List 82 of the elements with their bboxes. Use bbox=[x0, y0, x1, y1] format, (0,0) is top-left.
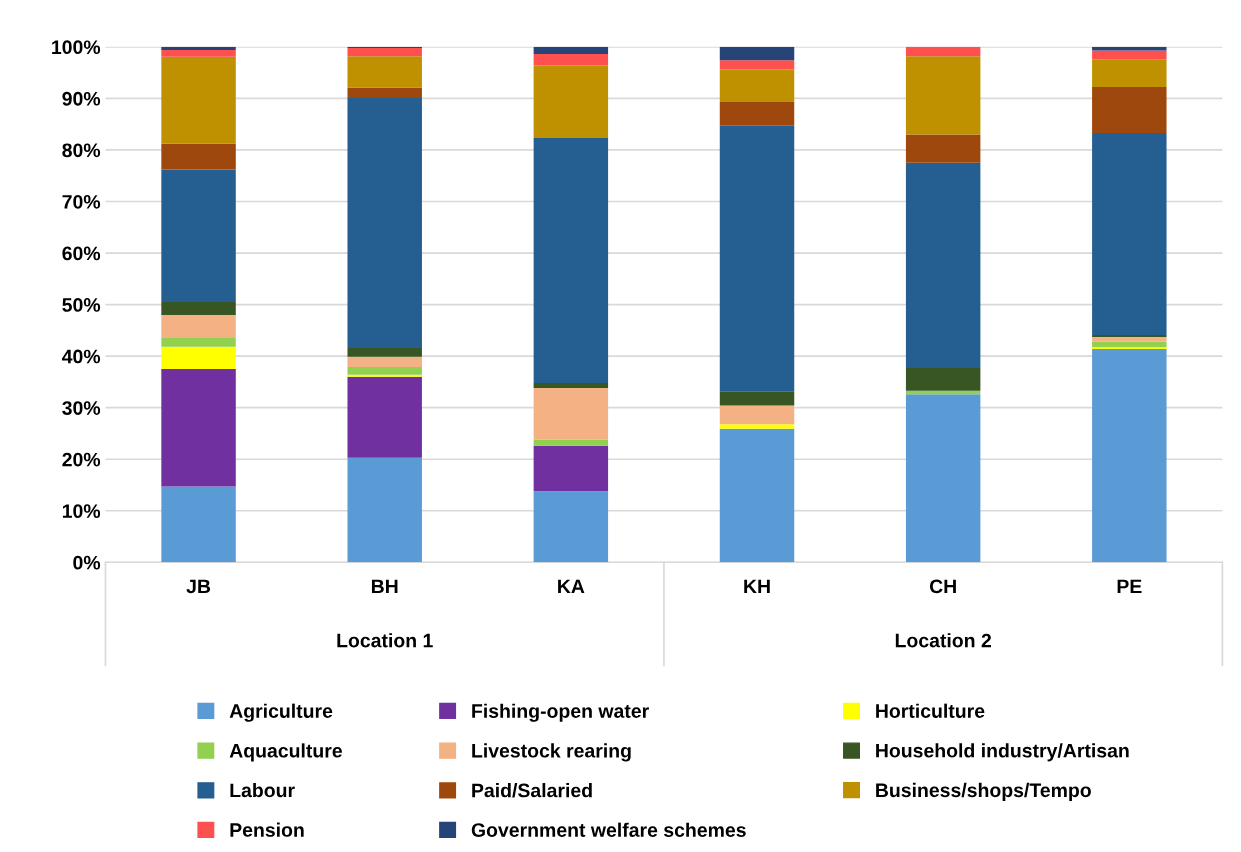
bar bbox=[719, 428, 795, 563]
legend-label: Pension bbox=[230, 822, 304, 837]
bar bbox=[347, 347, 422, 357]
bar bbox=[719, 60, 795, 70]
x-tick-label: KA bbox=[558, 579, 585, 594]
y-tick-label: 90% bbox=[62, 91, 101, 106]
bar bbox=[1092, 337, 1167, 342]
x-tick-label: PE bbox=[1117, 579, 1142, 594]
bar bbox=[1092, 50, 1167, 60]
legend-label: Agriculture bbox=[229, 703, 333, 722]
y-tick-label: 0% bbox=[73, 555, 101, 570]
bar bbox=[1092, 348, 1167, 563]
bar bbox=[533, 491, 609, 563]
bar bbox=[533, 65, 609, 139]
legend-label: Fishing-open water bbox=[472, 703, 649, 722]
legend-label: Livestock rearing bbox=[472, 743, 631, 762]
legend-label: Aquaculture bbox=[229, 743, 342, 762]
bar bbox=[719, 125, 795, 392]
x-tick-label: CH bbox=[929, 579, 956, 594]
legend-label: Business/shops/Tempo bbox=[876, 782, 1091, 801]
bar bbox=[161, 169, 236, 303]
bar bbox=[719, 46, 795, 61]
bar bbox=[533, 388, 609, 440]
x-tick-label: KH bbox=[744, 579, 770, 594]
bar bbox=[1092, 87, 1167, 133]
y-tick-label: 40% bbox=[62, 349, 101, 364]
text: Location 2 bbox=[895, 633, 991, 648]
bar bbox=[347, 87, 422, 98]
bar bbox=[719, 424, 795, 429]
bar bbox=[161, 346, 236, 370]
bar bbox=[161, 338, 236, 347]
bar bbox=[161, 46, 236, 50]
y-tick-label: 70% bbox=[62, 194, 101, 209]
bar bbox=[161, 302, 236, 315]
bar bbox=[533, 439, 609, 446]
x-tick-label: BH bbox=[371, 579, 398, 594]
y-tick-label: 50% bbox=[62, 298, 101, 312]
bar bbox=[719, 69, 795, 103]
bar bbox=[533, 138, 609, 383]
bar bbox=[161, 143, 236, 170]
x-tick-label: JB bbox=[186, 579, 211, 594]
legend-label: Horticulture bbox=[876, 703, 985, 718]
bar bbox=[161, 49, 236, 57]
bar bbox=[905, 394, 981, 563]
bar bbox=[533, 445, 609, 492]
bar bbox=[533, 382, 609, 389]
bar bbox=[533, 46, 609, 55]
bar bbox=[905, 56, 981, 135]
bar bbox=[161, 369, 236, 487]
y-tick-label: 100% bbox=[52, 40, 101, 55]
bar bbox=[719, 405, 795, 425]
legend-label: Household industry/Artisan bbox=[876, 743, 1129, 762]
y-tick-label: 20% bbox=[62, 452, 101, 467]
bar bbox=[905, 162, 981, 368]
bar bbox=[533, 54, 609, 66]
y-tick-label: 60% bbox=[62, 246, 101, 261]
legend-label: Government welfare schemes bbox=[471, 822, 746, 837]
y-tick-label: 10% bbox=[62, 504, 101, 519]
bar bbox=[347, 56, 422, 88]
bar bbox=[161, 486, 236, 563]
legend-label: Labour bbox=[230, 782, 295, 798]
bar bbox=[1092, 132, 1167, 335]
bar bbox=[905, 46, 981, 57]
bar bbox=[161, 314, 236, 339]
bar bbox=[905, 367, 981, 391]
bar bbox=[905, 134, 981, 163]
bar bbox=[1092, 335, 1167, 338]
bar bbox=[347, 356, 422, 367]
bar bbox=[347, 97, 422, 348]
bar bbox=[347, 47, 422, 57]
bar bbox=[719, 102, 795, 126]
bar bbox=[719, 391, 795, 406]
bar bbox=[161, 56, 236, 144]
bar bbox=[347, 457, 422, 563]
y-tick-label: 80% bbox=[62, 143, 101, 158]
legend-label: Paid/Salaried bbox=[472, 783, 592, 798]
bar bbox=[347, 374, 422, 377]
text: Location 1 bbox=[337, 633, 433, 648]
y-tick-label: 30% bbox=[62, 401, 101, 415]
bar bbox=[347, 366, 422, 375]
bar bbox=[347, 376, 422, 458]
bar bbox=[1092, 59, 1167, 88]
